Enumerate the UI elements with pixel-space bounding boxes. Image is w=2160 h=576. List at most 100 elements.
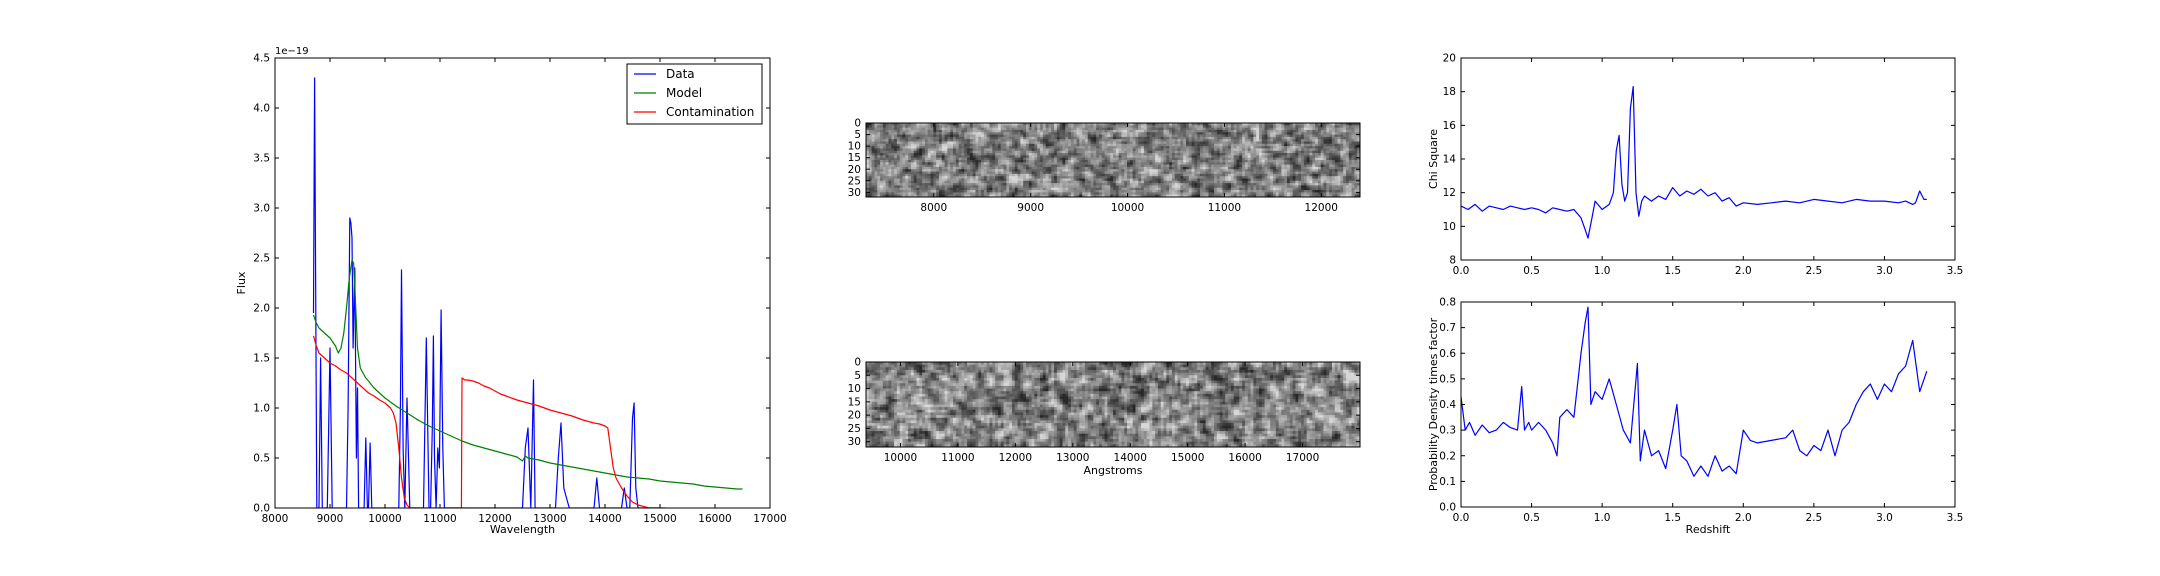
spectrum-image-top-pixel — [1115, 150, 1120, 154]
spectrum-image-top-pixel — [1185, 129, 1190, 133]
spectrum-image-top-pixel — [1205, 132, 1210, 136]
spectrum-image-top-pixel — [1169, 148, 1173, 152]
spectrum-image-top-pixel — [927, 155, 932, 159]
spectrum-image-top-pixel — [1337, 134, 1341, 138]
spectrum-image-top-pixel — [1174, 123, 1179, 126]
spectrum-image-top-pixel — [1348, 164, 1353, 168]
spectrum-image-top-pixel — [1101, 173, 1106, 177]
spectrum-image-top-pixel — [910, 125, 915, 129]
spectrum-image-top-pixel — [1006, 171, 1010, 175]
spectrum-image-top-pixel — [1205, 123, 1210, 126]
spectrum-image-top-pixel — [983, 150, 988, 154]
spectrum-image-top-pixel — [913, 139, 918, 143]
spectrum-image-top-pixel — [1256, 143, 1260, 147]
spectrum-image-top-pixel — [975, 134, 979, 138]
spectrum-image-top-pixel — [1163, 127, 1167, 131]
spectrum-image-top-pixel — [1292, 153, 1297, 156]
spectrum-image-top-pixel — [1006, 129, 1010, 133]
spectrum-image-top-pixel — [1295, 132, 1299, 136]
spectrum-image-top-pixel — [1087, 141, 1092, 145]
spectrum-image-top-pixel — [1149, 123, 1153, 126]
spectrum-image-top-pixel — [1340, 123, 1344, 126]
spectrum-image-top-pixel — [1197, 169, 1201, 173]
spectrum-image-top-pixel — [1239, 127, 1243, 131]
spectrum-image-top-pixel — [1000, 153, 1005, 156]
spectrum-image-top-pixel — [1301, 136, 1305, 140]
spectrum-image-top-pixel — [953, 180, 957, 184]
spectrum-image-top-pixel — [989, 150, 993, 154]
spectrum-image-top-pixel — [953, 134, 957, 138]
spectrum-image-top-pixel — [1090, 143, 1094, 147]
spectrum-image-top-pixel — [1118, 169, 1123, 173]
spectrum-image-top-pixel — [1169, 169, 1173, 173]
spectrum-image-top-pixel — [1185, 183, 1190, 187]
spectrum-image-top-pixel — [1348, 141, 1353, 145]
spectrum-image-top-pixel — [1107, 180, 1111, 184]
spectrum-image-top-pixel — [927, 125, 932, 129]
spectrum-image-top-pixel — [1214, 173, 1218, 177]
spectrum-image-top-pixel — [1185, 139, 1190, 143]
spectrum-image-top-pixel — [1225, 129, 1229, 133]
spectrum-image-top-pixel — [1031, 173, 1036, 177]
spectrum-image-top-pixel — [1132, 148, 1137, 152]
spectrum-image-top-pixel — [882, 169, 887, 173]
spectrum-image-top-pixel — [1025, 173, 1030, 177]
spectrum-image-top-pixel — [1331, 125, 1336, 129]
spectrum-image-top-pixel — [1009, 141, 1013, 145]
spectrum-image-top-pixel — [944, 178, 948, 182]
spectrum-image-top-pixel — [950, 166, 954, 170]
spectrum-image-top-pixel — [1272, 169, 1277, 173]
spectrum-image-top-pixel — [1329, 141, 1333, 145]
spectrum-image-top-pixel — [983, 123, 988, 126]
spectrum-image-top-pixel — [981, 125, 985, 129]
spectrum-image-top-pixel — [1155, 173, 1159, 177]
spectrum-image-top-pixel — [1233, 155, 1238, 159]
spectrum-image-top-pixel — [1124, 153, 1128, 156]
spectrum-image-top-pixel — [927, 183, 932, 187]
spectrum-image-top-pixel — [1135, 141, 1139, 145]
spectrum-image-top-pixel — [885, 134, 890, 138]
spectrum-image-top-pixel — [1281, 160, 1285, 163]
spectrum-image-top-pixel — [972, 134, 977, 138]
spectrum-image-top-pixel — [1051, 129, 1055, 133]
spectrum-image-top-pixel — [1169, 157, 1173, 161]
spectrum-image-top-pixel — [1155, 148, 1159, 152]
spectrum-image-top-pixel — [874, 132, 878, 136]
spectrum-image-top-pixel — [947, 176, 951, 180]
spectrum-image-top-pixel — [899, 178, 904, 182]
spectrum-image-top-pixel — [919, 173, 923, 177]
spectrum-image-top-pixel — [1326, 162, 1330, 166]
spectrum-image-top-pixel — [933, 150, 937, 154]
spectrum-image-top-pixel — [1113, 150, 1117, 154]
spectrum-image-top-pixel — [1065, 127, 1069, 131]
spectrum-image-top-pixel — [983, 164, 988, 168]
spectrum-image-top-pixel — [1208, 185, 1212, 189]
spectrum-image-top-pixel — [1096, 169, 1100, 173]
spectrum-image-top-pixel — [981, 173, 985, 177]
spectrum-image-top-pixel — [1326, 164, 1330, 168]
spectrum-image-top-pixel — [972, 139, 977, 143]
spectrum-image-top-pixel — [1160, 129, 1165, 133]
spectrum-image-top-pixel — [1258, 148, 1263, 152]
spectrum-image-top-pixel — [992, 166, 996, 170]
spectrum-image-top-pixel — [1146, 166, 1151, 170]
spectrum-image-top-pixel — [1138, 166, 1142, 170]
spectrum-image-top-pixel — [1070, 173, 1075, 177]
spectrum-image-top-pixel — [888, 166, 892, 170]
spectrum-image-top-pixel — [955, 171, 960, 175]
spectrum-image-top-pixel — [1070, 164, 1075, 168]
spectrum-image-top-pixel — [930, 169, 934, 173]
spectrum-image-top-pixel — [1348, 127, 1353, 131]
spectrum-image-top-pixel — [947, 143, 951, 147]
spectrum-image-top-pixel — [1107, 127, 1111, 131]
spectrum-image-top-pixel — [969, 155, 974, 159]
spectrum-image-top-pixel — [866, 185, 870, 189]
spectrum-image-top-pixel — [1163, 155, 1167, 159]
spectrum-image-top-pixel — [885, 123, 890, 126]
spectrum-image-top-pixel — [916, 127, 920, 131]
spectrum-image-top-pixel — [1132, 171, 1137, 175]
spectrum-image-top-pixel — [1191, 166, 1195, 170]
spectrum-image-top-pixel — [1009, 146, 1013, 150]
spectrum-image-top-pixel — [1065, 150, 1069, 154]
spectrum-image-top-pixel — [1113, 157, 1117, 161]
